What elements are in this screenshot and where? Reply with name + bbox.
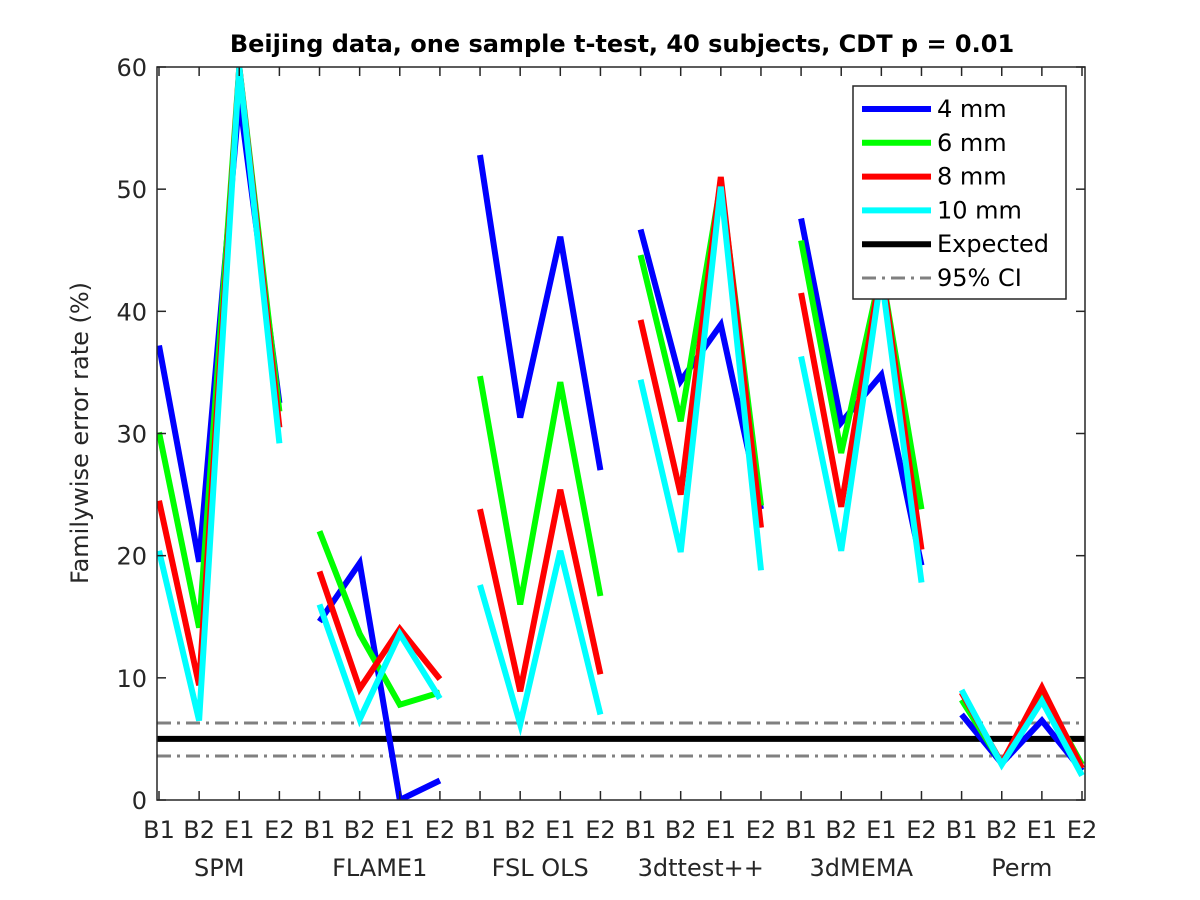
chart-title: Beijing data, one sample t-test, 40 subj… [230,30,1014,58]
x-tick-label: B1 [304,816,336,844]
group-label: SPM [194,854,244,882]
legend-label: 95% CI [937,264,1022,292]
series-line-10mm-spm [157,67,283,722]
x-tick-label: B2 [504,816,536,844]
x-tick-label: B1 [785,816,817,844]
x-tick-label: E1 [1027,816,1057,844]
x-tick-label: E2 [264,816,294,844]
y-axis-label: Familywise error rate (%) [66,282,94,584]
x-tick-label: B1 [625,816,657,844]
x-tick-label: E2 [585,816,615,844]
plot-area: 0 10 20 30 40 50 60 B1 B2 E1 E2 B1 B2 E1 E2 B1 B2 E1 E2 B1 B… [116,54,1097,882]
series-line-8mm-flame1 [316,570,443,696]
series-line-10mm-fslols [477,550,604,737]
series-line-4mm-perm [959,712,1085,773]
y-tick-label: 40 [116,298,147,326]
x-tick-label: E1 [224,816,254,844]
x-tick-label: B2 [986,816,1018,844]
series-line-8mm-fslols [477,489,604,692]
series-line-10mm-perm [958,688,1085,778]
series-line-10mm-3dmema [798,274,925,583]
x-tick-label: B2 [183,816,215,844]
series-line-4mm-fslols [477,154,604,471]
x-tick-label: E2 [1067,816,1097,844]
legend-box [852,85,1067,300]
group-label: 3dttest++ [638,854,764,882]
y-tick-label: 20 [116,543,147,571]
y-tick-label: 30 [116,421,147,449]
group-label: 3dMEMA [810,854,914,882]
y-tick-label: 60 [116,54,147,82]
x-tick-label: E2 [906,816,936,844]
x-tick-label: E2 [425,816,455,844]
group-label: FSL OLS [492,854,589,882]
x-tick-label: B2 [665,816,697,844]
x-tick-label: E1 [385,816,415,844]
legend-label: 10 mm [937,196,1022,224]
group-label: FLAME1 [332,854,427,882]
y-tick-label: 0 [132,787,147,815]
x-tick-label: E1 [866,816,896,844]
x-tick-label: B2 [344,816,376,844]
legend-label: 6 mm [937,129,1007,157]
x-tick-label: E2 [746,816,776,844]
y-tick-label: 10 [116,665,147,693]
x-tick-label: B1 [946,816,978,844]
y-tick-label: 50 [116,176,147,204]
series-line-6mm-flame1 [316,530,441,709]
legend-label: Expected [937,230,1049,258]
x-tick-label: B1 [464,816,496,844]
x-tick-label: B1 [143,816,175,844]
legend-label: 4 mm [937,95,1007,123]
legend-label: 8 mm [937,163,1007,191]
group-label: Perm [991,854,1052,882]
x-tick-label: B2 [825,816,857,844]
series-line-10mm-3dttest [637,186,764,571]
x-tick-label: E1 [706,816,736,844]
series-line-10mm-flame1 [316,603,443,728]
series-line-6mm-fslols [477,375,604,606]
x-tick-label: E1 [545,816,575,844]
